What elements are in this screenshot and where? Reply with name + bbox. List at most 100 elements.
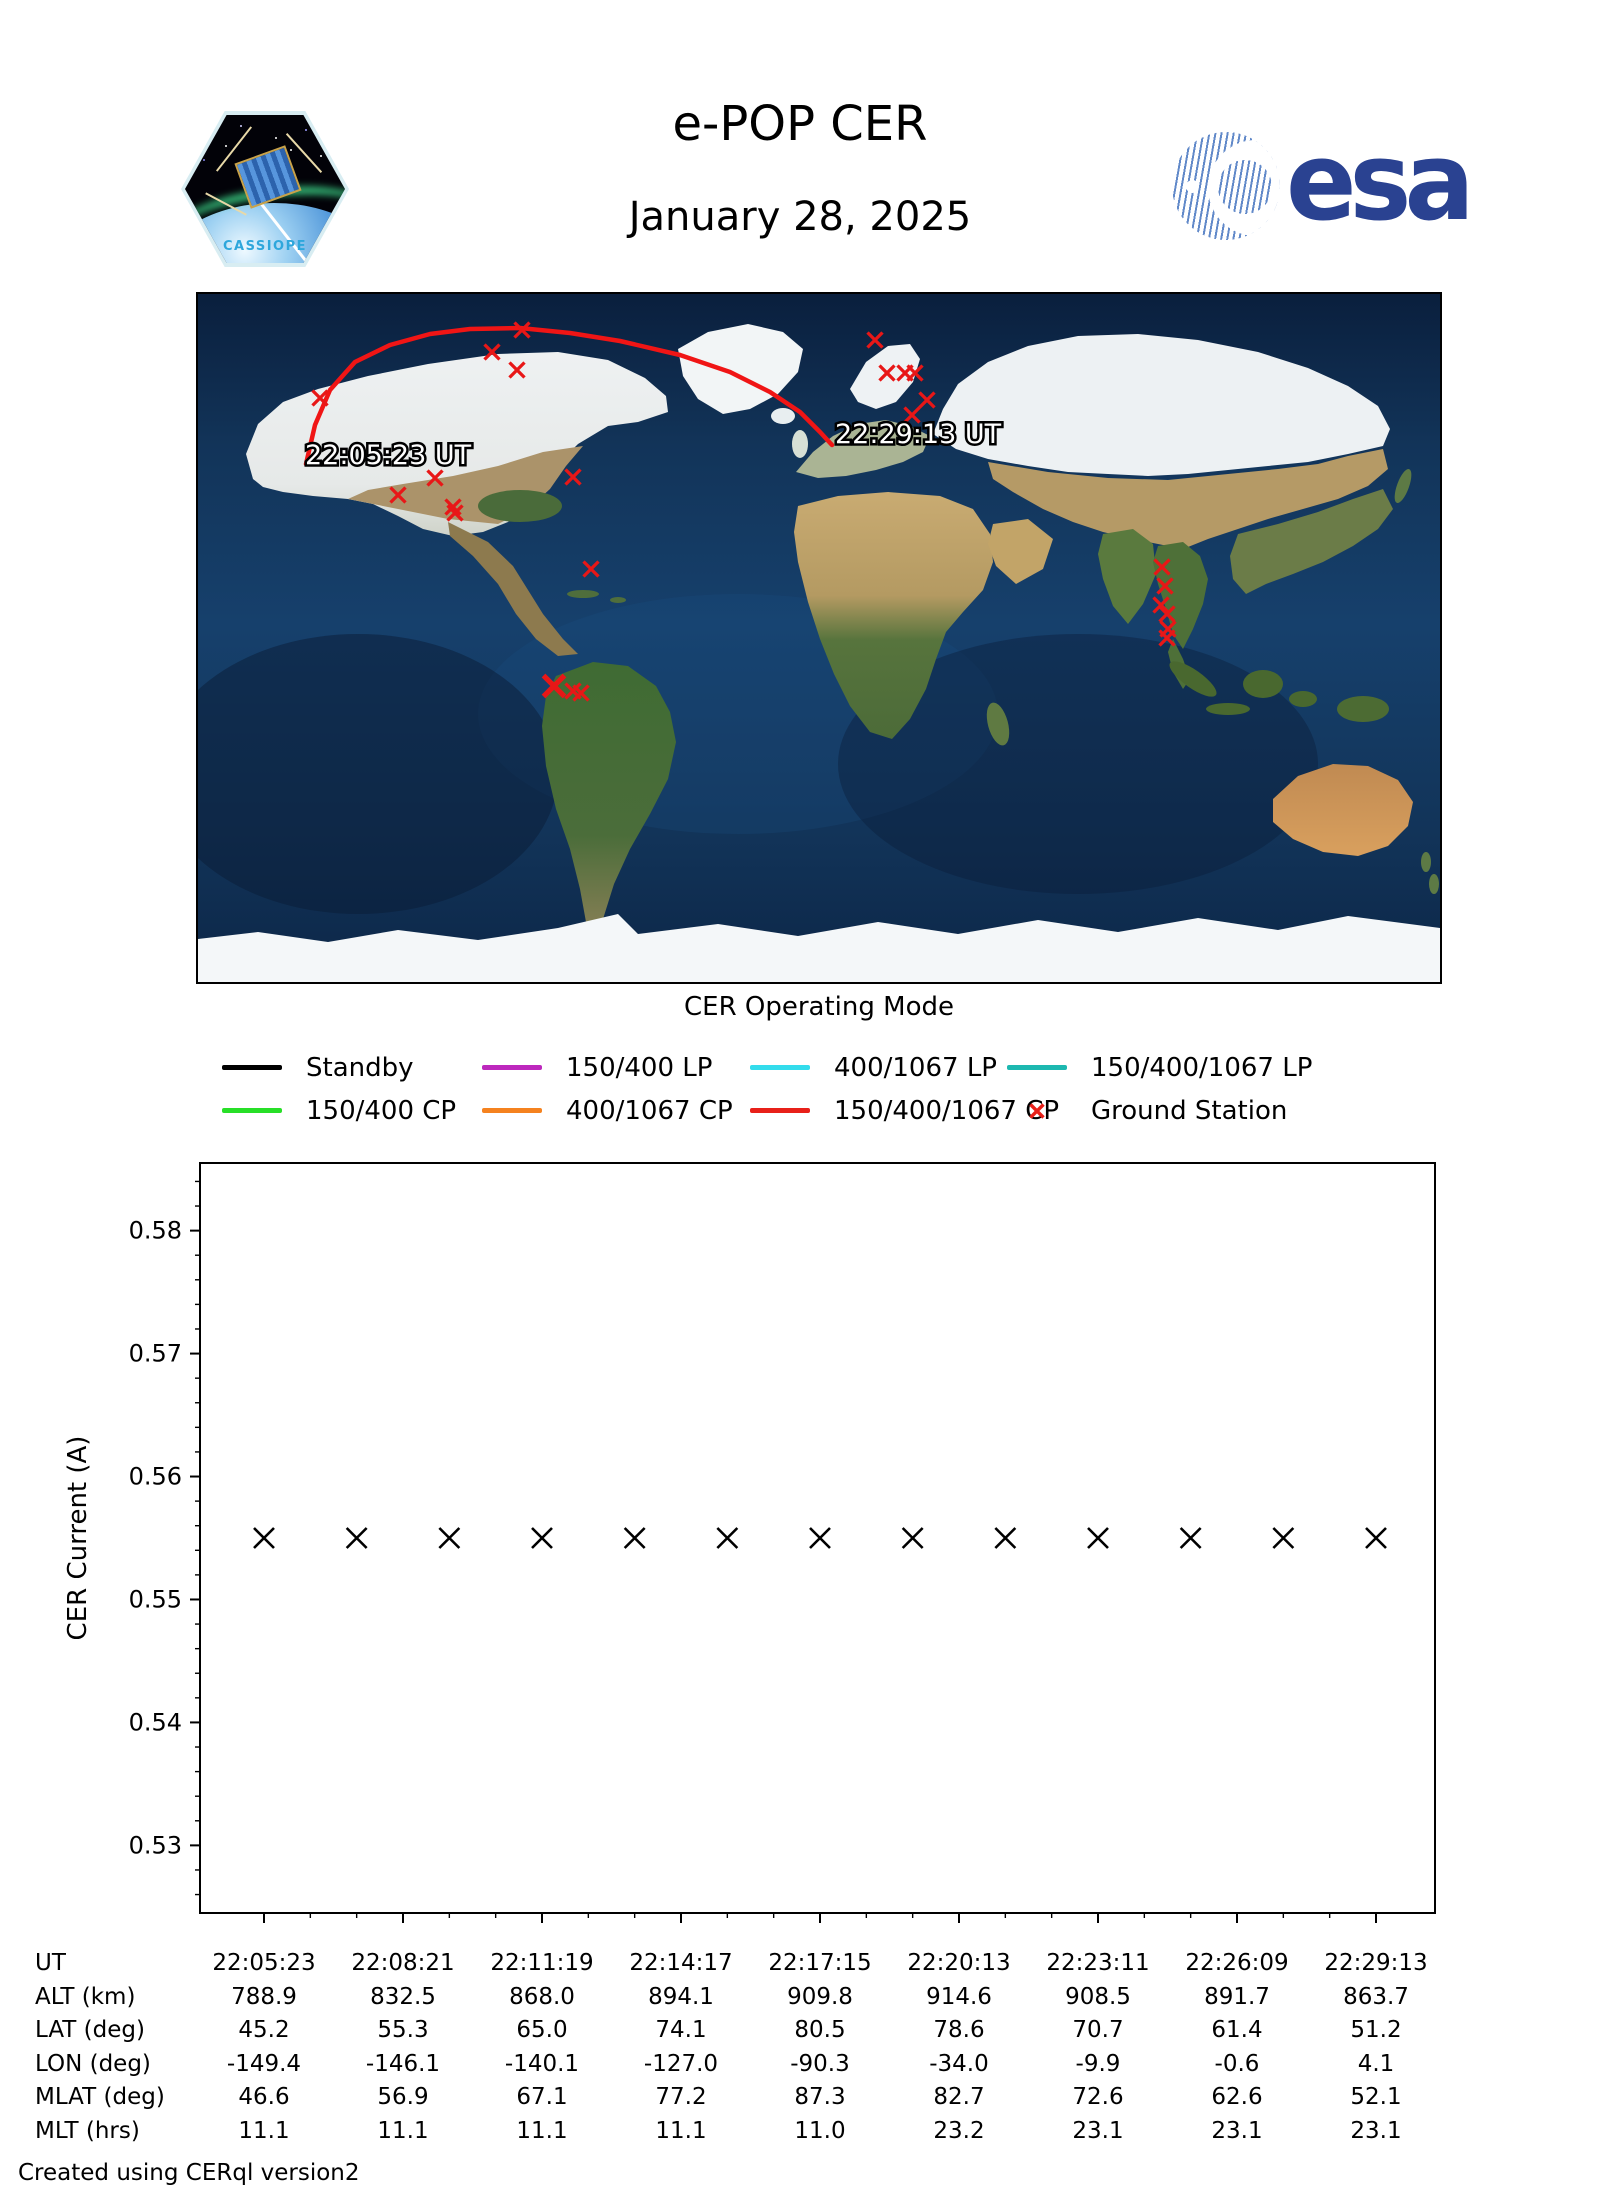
madagascar — [986, 702, 1010, 746]
table-cell: 23.1 — [1350, 2118, 1402, 2144]
data-point-x-marker — [809, 1527, 831, 1549]
antarctica — [198, 914, 1440, 982]
table-cell: 45.2 — [238, 2017, 290, 2044]
table-cell: 55.3 — [377, 2017, 429, 2044]
table-cell: 894.1 — [648, 1983, 714, 2010]
south-america — [542, 662, 676, 942]
y-axis-label: CER Current (A) — [63, 1435, 93, 1641]
legend-entry-label: 150/400/1067 LP — [1091, 1052, 1313, 1083]
legend-line-swatch — [482, 1108, 542, 1113]
table-cell: 22:26:09 — [1185, 1950, 1289, 1976]
japan — [1394, 468, 1412, 504]
page-date: January 28, 2025 — [628, 194, 972, 240]
table-cell: 868.0 — [509, 1983, 575, 2010]
central-america — [448, 522, 578, 656]
track-time-label: 22:05:23 UT — [305, 440, 472, 471]
table-cell: 72.6 — [1072, 2084, 1124, 2111]
table-row-label: MLT (hrs) — [35, 2118, 140, 2144]
y-tick-label: 0.55 — [129, 1585, 182, 1613]
australia — [1273, 764, 1413, 856]
table-cell: 65.0 — [516, 2017, 568, 2044]
india — [1098, 529, 1156, 624]
y-tick-label: 0.54 — [129, 1708, 182, 1736]
table-cell: 832.5 — [370, 1983, 436, 2010]
esa-logo-globe — [1172, 132, 1280, 240]
table-cell: 11.1 — [516, 2118, 568, 2144]
table-cell: -127.0 — [643, 2050, 719, 2077]
east-asia — [1230, 489, 1393, 594]
sulawesi — [1289, 691, 1317, 707]
table-cell: 82.7 — [933, 2084, 985, 2111]
legend-line-swatch — [1007, 1065, 1067, 1070]
legend-entry: 150/400 LP — [482, 1046, 733, 1089]
esa-logo-e-bowl — [1218, 160, 1272, 214]
table-cell: 70.7 — [1072, 2017, 1124, 2044]
table-cell: 863.7 — [1343, 1983, 1409, 2010]
data-point-x-marker — [1087, 1527, 1109, 1549]
table-cell: 80.5 — [794, 2017, 846, 2044]
table-cell: 78.6 — [933, 2017, 985, 2044]
legend-line-swatch — [222, 1108, 282, 1113]
ground-station-marker — [878, 364, 896, 382]
table-cell: 11.0 — [794, 2118, 846, 2144]
legend-column: Standby 150/400 CP — [222, 1046, 456, 1132]
data-point-x-marker — [438, 1527, 461, 1549]
legend-entry: Ground Station — [1007, 1089, 1312, 1132]
credit-text: Created using CERql version2 — [18, 2160, 360, 2186]
ground-station-marker — [918, 391, 936, 409]
table-cell: 52.1 — [1350, 2084, 1402, 2111]
borneo — [1243, 670, 1283, 698]
legend-title: CER Operating Mode — [683, 992, 954, 1022]
data-point-x-marker — [994, 1527, 1017, 1549]
ground-station-marker — [866, 331, 884, 349]
ground-station-marker — [1156, 577, 1174, 595]
table-cell: -34.0 — [929, 2050, 989, 2077]
table-cell: 61.4 — [1211, 2017, 1263, 2044]
table-cell: -146.1 — [365, 2050, 441, 2077]
us-southeast — [478, 490, 562, 522]
legend-entry-label: 150/400 CP — [306, 1095, 457, 1126]
y-tick-label: 0.53 — [129, 1831, 182, 1859]
table-cell: 11.1 — [655, 2118, 707, 2144]
table-cell: 22:14:17 — [629, 1950, 733, 1976]
table-cell: 11.1 — [238, 2118, 290, 2144]
ground-station-marker — [903, 406, 921, 424]
table-cell: 23.1 — [1072, 2118, 1124, 2144]
caribbean-islands — [567, 590, 599, 598]
table-cell: 4.1 — [1357, 2050, 1395, 2077]
ground-station-marker — [582, 560, 600, 578]
africa — [794, 492, 993, 739]
ground-station-marker — [1158, 605, 1176, 623]
y-tick-label: 0.57 — [129, 1340, 182, 1368]
caribbean-islands — [610, 597, 626, 603]
y-tick-label: 0.56 — [129, 1463, 182, 1491]
data-point-x-marker — [1179, 1527, 1202, 1549]
data-point-x-marker — [623, 1527, 646, 1549]
legend-entry: 150/400/1067 CP — [750, 1089, 1059, 1132]
table-cell: 788.9 — [231, 1983, 297, 2010]
table-cell: 77.2 — [655, 2084, 707, 2111]
table-cell: 22:20:13 — [907, 1950, 1011, 1976]
data-point-x-marker — [716, 1527, 739, 1549]
table-cell: 11.1 — [377, 2118, 429, 2144]
legend-entry-label: Ground Station — [1091, 1095, 1288, 1126]
table-cell: 22:05:23 — [212, 1950, 316, 1976]
table-cell: 46.6 — [238, 2084, 290, 2111]
legend-line-swatch — [750, 1108, 810, 1113]
table-row-label: ALT (km) — [35, 1983, 136, 2010]
new-guinea — [1337, 696, 1389, 722]
table-cell: 51.2 — [1350, 2017, 1402, 2044]
table-cell: 56.9 — [377, 2084, 429, 2111]
ground-station-marker — [572, 684, 590, 702]
map-base — [198, 294, 1440, 982]
ground-station-marker — [1152, 596, 1170, 614]
central-asia — [988, 449, 1388, 549]
legend-entry: 400/1067 LP — [750, 1046, 1059, 1089]
new-zealand — [1421, 852, 1431, 872]
legend-entry-label: 400/1067 LP — [834, 1052, 997, 1083]
ground-track-map: 22:05:23 UT 22:29:13 UT — [196, 292, 1442, 984]
table-cell: 914.6 — [926, 1983, 992, 2010]
table-cell: -140.1 — [504, 2050, 580, 2077]
table-cell: 22:23:11 — [1046, 1950, 1150, 1976]
plot-frame — [199, 1162, 1436, 1914]
